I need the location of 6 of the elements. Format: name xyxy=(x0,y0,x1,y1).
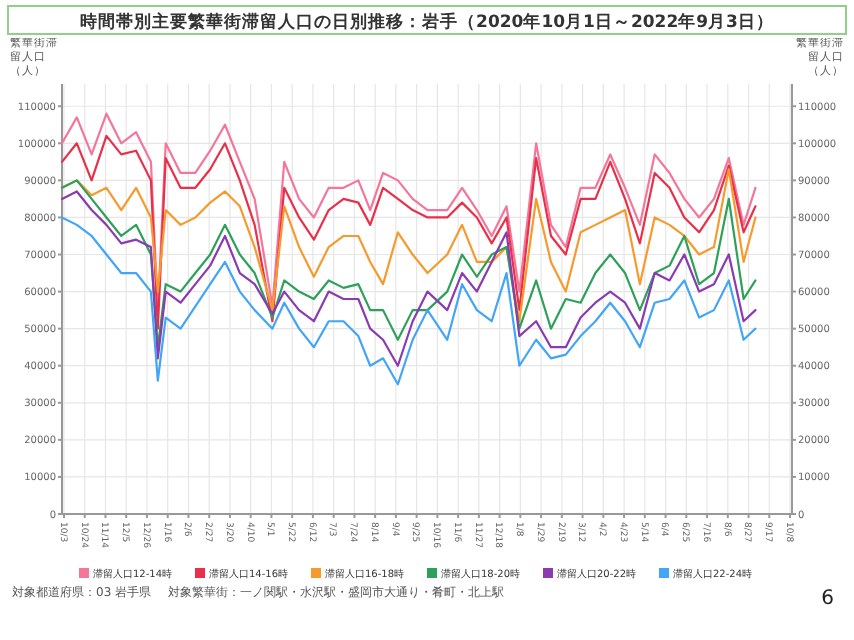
line-series xyxy=(60,216,757,386)
text: 6 xyxy=(821,588,834,610)
line-series xyxy=(60,190,757,367)
line-series xyxy=(60,134,757,330)
chart-title: 時間帯別主要繁華街滞留人口の日別推移：岩手（2020年10月1日～2022年9月3日） xyxy=(80,11,774,33)
line-series xyxy=(60,179,757,349)
